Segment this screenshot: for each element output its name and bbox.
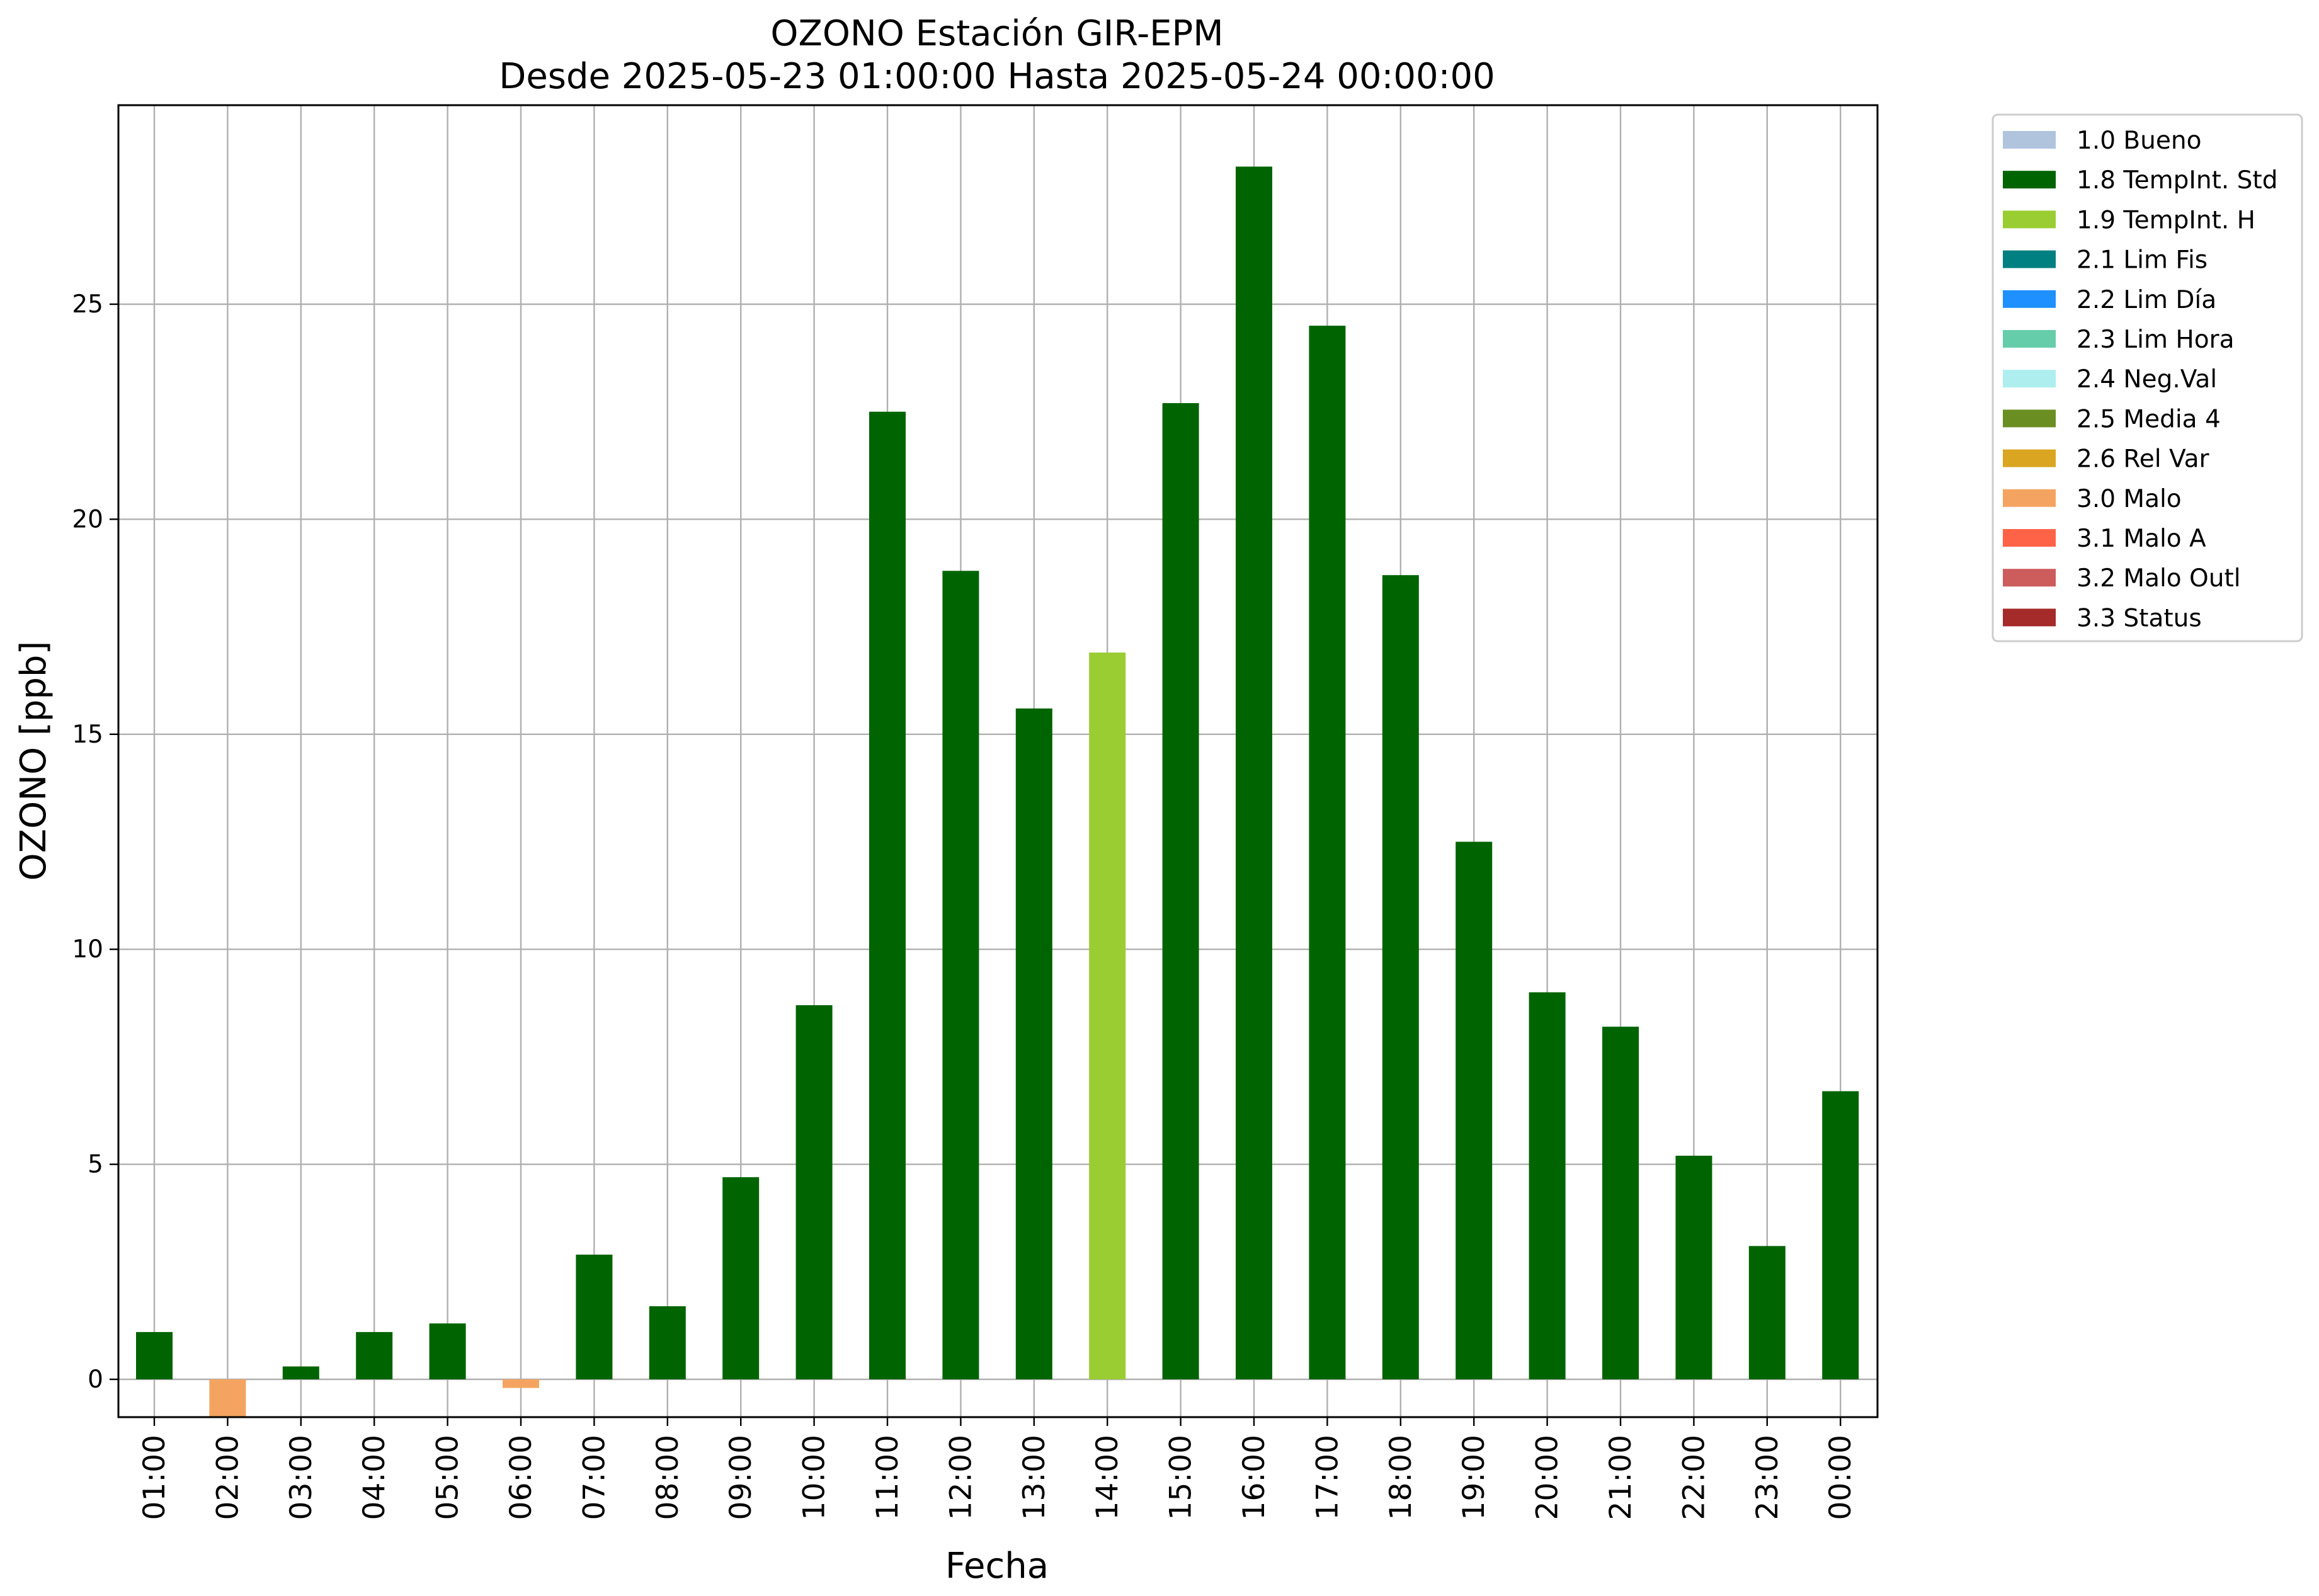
bar-11:00 [869,411,906,1380]
x-tick-label: 00:00 [1823,1435,1858,1520]
x-tick-label: 06:00 [504,1435,538,1520]
bar-20:00 [1529,992,1566,1379]
bar-14:00 [1089,653,1126,1379]
legend-swatch [2003,569,2056,587]
legend-label: 1.0 Bueno [2077,127,2201,155]
bar-06:00 [503,1379,539,1388]
x-tick-label: 10:00 [797,1435,832,1520]
x-tick-label: 02:00 [210,1435,245,1520]
x-tick-label: 04:00 [357,1435,392,1520]
chart-title-line-2: Desde 2025-05-23 01:00:00 Hasta 2025-05-… [499,56,1495,97]
legend-swatch [2003,290,2056,308]
bar-03:00 [282,1366,319,1379]
x-axis-title: Fecha [945,1546,1049,1587]
x-tick-label: 16:00 [1237,1435,1272,1520]
legend-swatch [2003,370,2056,388]
bar-16:00 [1236,166,1272,1379]
x-axis-ticks: 01:00 02:00 03:00 04:00 05:00 06:00 07:00 08:00… [137,1417,1858,1520]
bar-07:00 [576,1254,613,1379]
y-axis-title: OZONO [ppb] [13,641,54,881]
x-tick-label: 21:00 [1604,1435,1638,1520]
bar-09:00 [722,1177,760,1379]
legend-items: 1.0 Bueno 1.8 TempInt. Std 1.9 TempInt. H 2… [2003,127,2277,632]
bar-19:00 [1456,841,1493,1379]
x-tick-label: 12:00 [943,1435,978,1520]
x-tick-label: 09:00 [724,1435,758,1520]
x-tick-label: 18:00 [1384,1435,1418,1520]
bar-10:00 [795,1005,833,1379]
x-tick-label: 13:00 [1017,1435,1052,1520]
y-tick-label: 15 [72,721,103,749]
legend-swatch [2003,330,2056,348]
x-tick-label: 19:00 [1457,1435,1491,1520]
legend-label: 3.3 Status [2077,604,2202,632]
bar-00:00 [1822,1091,1859,1379]
x-tick-label: 20:00 [1530,1435,1565,1520]
bar-21:00 [1602,1027,1639,1379]
x-tick-label: 17:00 [1310,1435,1345,1520]
x-tick-label: 23:00 [1750,1435,1785,1520]
legend-swatch [2003,529,2056,547]
x-tick-label: 14:00 [1090,1435,1125,1520]
legend-swatch [2003,171,2056,189]
y-axis-ticks: 0 5 10 15 20 25 [72,290,118,1394]
bar-05:00 [429,1323,466,1379]
legend-label: 2.3 Lim Hora [2077,326,2235,354]
legend-label: 2.4 Neg.Val [2077,365,2217,394]
y-tick-label: 25 [72,290,103,319]
legend-swatch [2003,409,2056,428]
legend-swatch [2003,210,2056,229]
x-tick-label: 15:00 [1164,1435,1199,1520]
x-tick-label: 22:00 [1677,1435,1711,1520]
chart-title-line-1: OZONO Estación GIR-EPM [770,13,1223,54]
legend-box [1991,113,2303,642]
bar-15:00 [1162,403,1199,1380]
legend-label: 3.2 Malo Outl [2077,564,2241,593]
legend-swatch [2003,131,2056,149]
bar-13:00 [1015,708,1052,1379]
y-tick-label: 5 [88,1151,103,1179]
legend-label: 2.5 Media 4 [2077,405,2221,433]
x-tick-label: 03:00 [284,1435,319,1520]
bar-22:00 [1675,1155,1712,1379]
legend-swatch [2003,449,2056,467]
y-tick-label: 20 [72,505,103,533]
y-tick-label: 0 [88,1365,103,1394]
legend-label: 3.1 Malo A [2077,525,2206,553]
bar-18:00 [1382,575,1419,1379]
legend-swatch [2003,250,2056,268]
legend-label: 2.2 Lim Día [2077,286,2216,314]
bar-12:00 [942,571,979,1380]
x-tick-label: 11:00 [870,1435,905,1520]
bar-17:00 [1309,326,1346,1379]
bar-01:00 [136,1331,173,1379]
legend-swatch [2003,489,2056,507]
x-tick-label: 05:00 [431,1435,465,1520]
bar-04:00 [356,1331,393,1379]
bars [136,166,1859,1418]
x-tick-label: 01:00 [137,1435,172,1520]
bar-02:00 [209,1379,246,1418]
x-tick-label: 07:00 [577,1435,612,1520]
legend: 1.0 Bueno 1.8 TempInt. Std 1.9 TempInt. H 2… [1991,113,2303,642]
plot-frame [117,104,1879,1418]
legend-swatch [2003,608,2056,627]
bar-08:00 [649,1306,686,1379]
legend-label: 1.9 TempInt. H [2077,206,2255,234]
x-tick-label: 08:00 [651,1435,685,1520]
legend-label: 1.8 TempInt. Std [2077,166,2277,195]
legend-label: 3.0 Malo [2077,485,2182,513]
legend-label: 2.6 Rel Var [2077,445,2210,474]
legend-label: 2.1 Lim Fis [2077,246,2208,275]
bar-23:00 [1748,1246,1786,1379]
y-tick-label: 10 [72,935,103,964]
